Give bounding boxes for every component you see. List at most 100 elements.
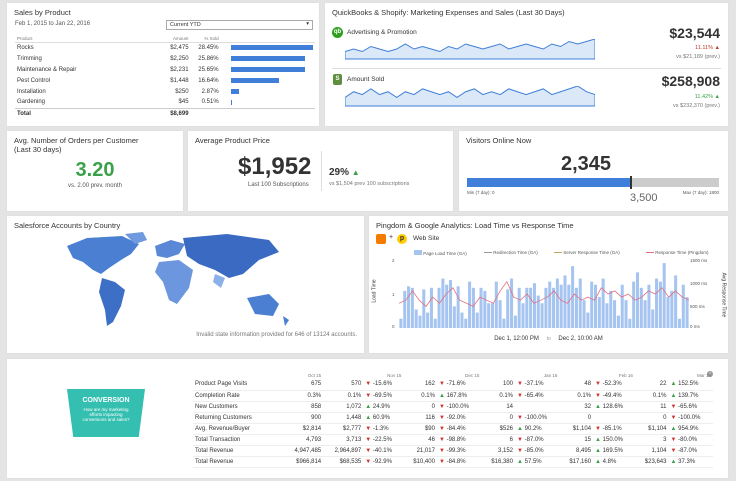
y2tick: 0 ms (690, 324, 700, 329)
col-amount: Amount (135, 35, 191, 43)
metric-value: 32 (559, 401, 594, 413)
load-bar (620, 284, 624, 328)
pct-bar (230, 45, 313, 51)
metric-value: 0.1% (559, 390, 594, 402)
metric-change: ▲ 128.6% (593, 401, 635, 413)
load-bar (475, 312, 479, 328)
table-row: Returning Customers 900 1,448 ▲ 60.9% 116 ▼ -… (193, 412, 713, 424)
orders-sub: vs. 2.00 prev. month (68, 183, 122, 189)
load-bar (525, 287, 529, 328)
metric-change: ▼ -92.0% (436, 412, 482, 424)
conversion-badge: CONVERSION How are my marketing efforts … (67, 389, 145, 437)
ad-value: $23,544 (669, 25, 720, 41)
total-label: Total (15, 107, 136, 119)
world-map (67, 232, 289, 326)
metric-value: $16,380 (481, 456, 515, 468)
load-bar (471, 287, 475, 328)
load-bar (616, 315, 620, 328)
metric-value: 0.1% (481, 390, 515, 402)
product-name: Gardening (17, 99, 46, 106)
load-bar (574, 287, 578, 328)
load-bar (662, 263, 666, 328)
load-bar (414, 309, 418, 328)
salesforce-panel: Salesforce Accounts by Country Invalid s… (7, 216, 364, 353)
metric-change (515, 401, 560, 413)
panel-title: Sales by Product (14, 8, 71, 17)
response-line (399, 280, 689, 307)
orders-panel: Avg. Number of Orders per Customer (Last… (7, 131, 183, 211)
conversion-title: CONVERSION (82, 397, 130, 404)
load-bar (647, 284, 651, 328)
load-bar (445, 284, 449, 328)
product-amount: $2,250 (170, 55, 189, 62)
price-sub: Last 100 Subscriptions (248, 182, 309, 188)
pct-bar (230, 99, 233, 105)
metric-label: New Customers (193, 401, 283, 413)
avg-price-panel: Average Product Price $1,952 Last 100 Su… (188, 131, 453, 211)
pct-bar (230, 56, 306, 61)
date-range: Feb 1, 2015 to Jan 22, 2016 (15, 21, 91, 27)
visitors-value: 2,345 (560, 153, 612, 175)
metric-value: 0 (559, 412, 594, 424)
load-bar (643, 300, 647, 328)
sold-label: Amount Sold (347, 76, 385, 83)
load-bar (487, 303, 491, 328)
col-month: Oct 15 (307, 372, 322, 378)
metric-value: 4,947,485 (283, 445, 324, 457)
col-month: Feb 16 (618, 372, 633, 378)
sales-table: Product Amount % Sold Rocks $2,475 28.45% T… (15, 35, 315, 119)
product-pct: 28.45% (198, 44, 219, 51)
y2-axis-label: Avg Response Time (720, 272, 727, 318)
metric-value: 116 (403, 412, 437, 424)
load-bar (426, 312, 430, 328)
metric-label: Returning Customers (193, 412, 283, 424)
orders-value: 3.20 (75, 159, 115, 181)
load-bar (464, 318, 468, 328)
load-bar (441, 278, 445, 328)
load-bar (529, 287, 533, 328)
metric-value: 100 (481, 379, 515, 391)
metric-change: ▼ -65.6% (668, 401, 713, 413)
product-pct: 16.64% (198, 77, 219, 84)
col-product: Product (15, 35, 136, 43)
table-row: Completion Rate 0.3% 0.1% ▼ -69.5% 0.1% ▲ 167… (193, 390, 713, 402)
metric-change: ▲ 152.5% (668, 379, 713, 391)
load-bar (429, 287, 433, 328)
metric-value: 162 (403, 379, 437, 391)
metric-change: ▼ -85.0% (515, 445, 560, 457)
ytick: 0 (392, 324, 395, 329)
metric-change: ▼ -37.1% (515, 379, 560, 391)
metric-label: Total Revenue (193, 456, 283, 468)
metric-value: 900 (283, 412, 324, 424)
metric-change: ▼ -40.1% (363, 445, 404, 457)
metric-value: $68,535 (323, 456, 364, 468)
metric-value: 858 (283, 401, 324, 413)
metric-change (593, 412, 635, 424)
quickbooks-panel: QuickBooks & Shopify: Marketing Expenses… (325, 3, 728, 126)
load-bar (674, 275, 678, 328)
period-select[interactable]: Current YTD ▾ (166, 20, 313, 30)
load-bar (510, 278, 514, 328)
metric-change: ▼ -84.4% (436, 423, 482, 435)
product-name: Pest Control (17, 77, 51, 84)
load-bar (597, 297, 601, 328)
load-bar (517, 287, 521, 328)
metric-change: ▲ 150.0% (593, 434, 635, 446)
load-bar (594, 284, 598, 328)
metric-value: 1,104 (634, 445, 669, 457)
help-icon[interactable]: ? (707, 371, 713, 377)
load-bar (666, 297, 670, 328)
visitors-min: Min (7 day): 0 (467, 190, 495, 195)
table-row: Product Page Visits 675 570 ▼ -15.6% 162 ▼ -7… (193, 379, 713, 391)
metric-value: 15 (559, 434, 594, 446)
metric-value: 675 (283, 379, 324, 391)
chevron-down-icon: ▾ (306, 21, 309, 27)
metric-label: Product Page Visits (193, 379, 283, 391)
sold-pct: 11.42% ▲ (694, 94, 720, 100)
product-pct: 0.51% (201, 99, 219, 106)
load-bar (582, 300, 586, 328)
product-amount: $45 (178, 99, 189, 106)
metric-change: ▲ 954.9% (668, 423, 713, 435)
ga-icon (376, 234, 386, 244)
shopify-icon: S (333, 74, 342, 85)
